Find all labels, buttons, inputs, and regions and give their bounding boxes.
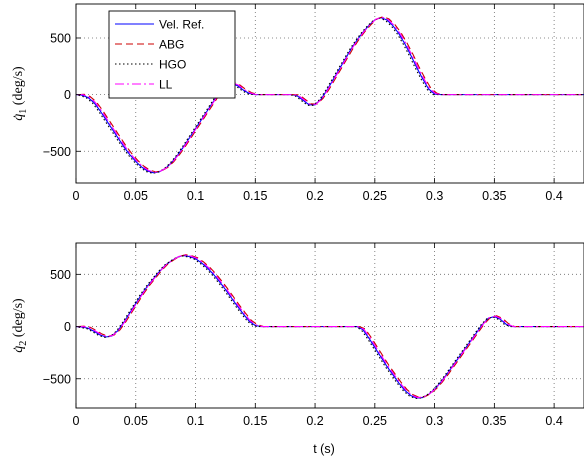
y-axis-label: q̇2 (deg/s) (11, 298, 29, 353)
x-tick-label: 0.3 (426, 189, 443, 203)
y-axis-label-subscript: 2 (18, 341, 29, 346)
x-tick-label: 0.35 (482, 414, 506, 428)
x-tick-label: 0.05 (124, 414, 148, 428)
series-group (76, 16, 584, 174)
x-tick-label: 0.25 (363, 189, 387, 203)
x-tick-label: 0 (73, 189, 80, 203)
y-axis-label-subscript: 1 (18, 109, 29, 114)
x-tick-label: 0.35 (482, 189, 506, 203)
x-tick-label: 0.4 (545, 414, 562, 428)
y-axis-label-symbol: q̇ (11, 346, 26, 353)
legend-label: LL (159, 78, 173, 92)
legend-label: Vel. Ref. (159, 18, 204, 32)
series-line-hgo (76, 17, 583, 174)
y-axis-label-symbol: q̇ (11, 114, 26, 121)
x-tick-label: 0.25 (363, 414, 387, 428)
x-tick-label: 0.2 (306, 189, 323, 203)
series-line-hgo (76, 255, 583, 400)
legend: Vel. Ref. ABG HGO LL (108, 10, 236, 99)
y-tick-label: −500 (43, 372, 71, 386)
series-line-ll (76, 254, 584, 399)
legend-label: HGO (159, 58, 186, 72)
x-tick-label: 0.2 (306, 414, 323, 428)
y-tick-label: 500 (50, 31, 71, 45)
legend-label: ABG (159, 38, 184, 52)
y-tick-label: 0 (64, 320, 71, 334)
plot-frame (75, 3, 584, 184)
chart-panel-1: 0 0.05 0.1 0.15 0.2 0.25 0.3 0.35 0.4 −500 0 500 q̇1… (11, 3, 584, 203)
y-tick-label: 0 (64, 88, 71, 102)
x-tick-label: 0.15 (243, 414, 267, 428)
x-tick-label: 0.4 (545, 189, 562, 203)
y-axis-label-unit: (deg/s) (11, 66, 26, 109)
x-tick-label: 0 (73, 414, 80, 428)
series-line-ll (76, 16, 584, 173)
y-tick-label: −500 (43, 145, 71, 159)
legend-box (108, 10, 236, 99)
x-tick-label: 0.05 (124, 189, 148, 203)
x-tick-label: 0.15 (243, 189, 267, 203)
x-tick-label: 0.1 (187, 189, 204, 203)
plot-frame (75, 242, 584, 409)
y-axis-label: q̇1 (deg/s) (11, 66, 29, 121)
series-group (76, 254, 584, 400)
x-axis-label: t (s) (313, 442, 335, 456)
y-axis-label-unit: (deg/s) (11, 298, 26, 341)
x-tick-label: 0.3 (426, 414, 443, 428)
y-tick-label: 500 (50, 268, 71, 282)
x-tick-label: 0.1 (187, 414, 204, 428)
chart-panel-2: 0 0.05 0.1 0.15 0.2 0.25 0.3 0.35 0.4 −500 0 500 q̇2… (11, 242, 584, 456)
